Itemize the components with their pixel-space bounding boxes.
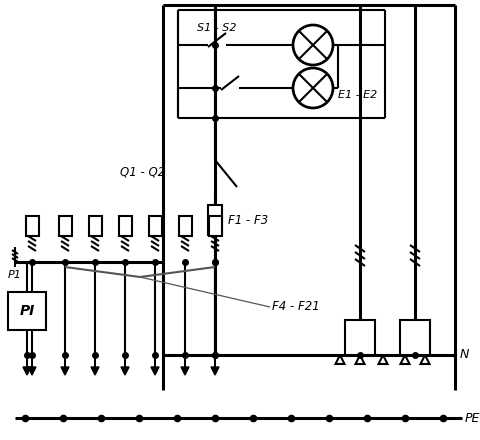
Bar bbox=[179, 216, 192, 236]
FancyArrow shape bbox=[181, 355, 189, 375]
FancyArrow shape bbox=[121, 355, 129, 375]
Bar bbox=[59, 216, 72, 236]
Polygon shape bbox=[356, 355, 364, 364]
Text: F1 - F3: F1 - F3 bbox=[228, 213, 268, 227]
Bar bbox=[8, 292, 46, 330]
Bar bbox=[119, 216, 132, 236]
Polygon shape bbox=[400, 355, 409, 364]
Text: S1 - S2: S1 - S2 bbox=[197, 23, 237, 33]
Circle shape bbox=[293, 25, 333, 65]
FancyArrow shape bbox=[91, 355, 99, 375]
Text: P1: P1 bbox=[8, 270, 22, 280]
FancyArrow shape bbox=[151, 355, 159, 375]
Bar bbox=[148, 216, 161, 236]
FancyArrow shape bbox=[28, 355, 36, 375]
Text: PE: PE bbox=[465, 411, 480, 425]
Text: PI: PI bbox=[19, 304, 35, 318]
Bar bbox=[208, 216, 221, 236]
Text: F4 - F21: F4 - F21 bbox=[272, 301, 320, 313]
Bar bbox=[208, 205, 222, 235]
Text: N: N bbox=[460, 348, 469, 362]
Bar bbox=[88, 216, 101, 236]
FancyArrow shape bbox=[23, 355, 31, 375]
Text: Q1 - Q2: Q1 - Q2 bbox=[120, 165, 165, 179]
Polygon shape bbox=[379, 355, 387, 364]
FancyArrow shape bbox=[61, 355, 69, 375]
FancyArrow shape bbox=[211, 355, 219, 375]
Bar bbox=[345, 320, 375, 355]
Bar bbox=[25, 216, 38, 236]
Bar bbox=[400, 320, 430, 355]
Circle shape bbox=[293, 68, 333, 108]
Polygon shape bbox=[420, 355, 430, 364]
Polygon shape bbox=[336, 355, 345, 364]
Text: E1 - E2: E1 - E2 bbox=[338, 90, 377, 100]
